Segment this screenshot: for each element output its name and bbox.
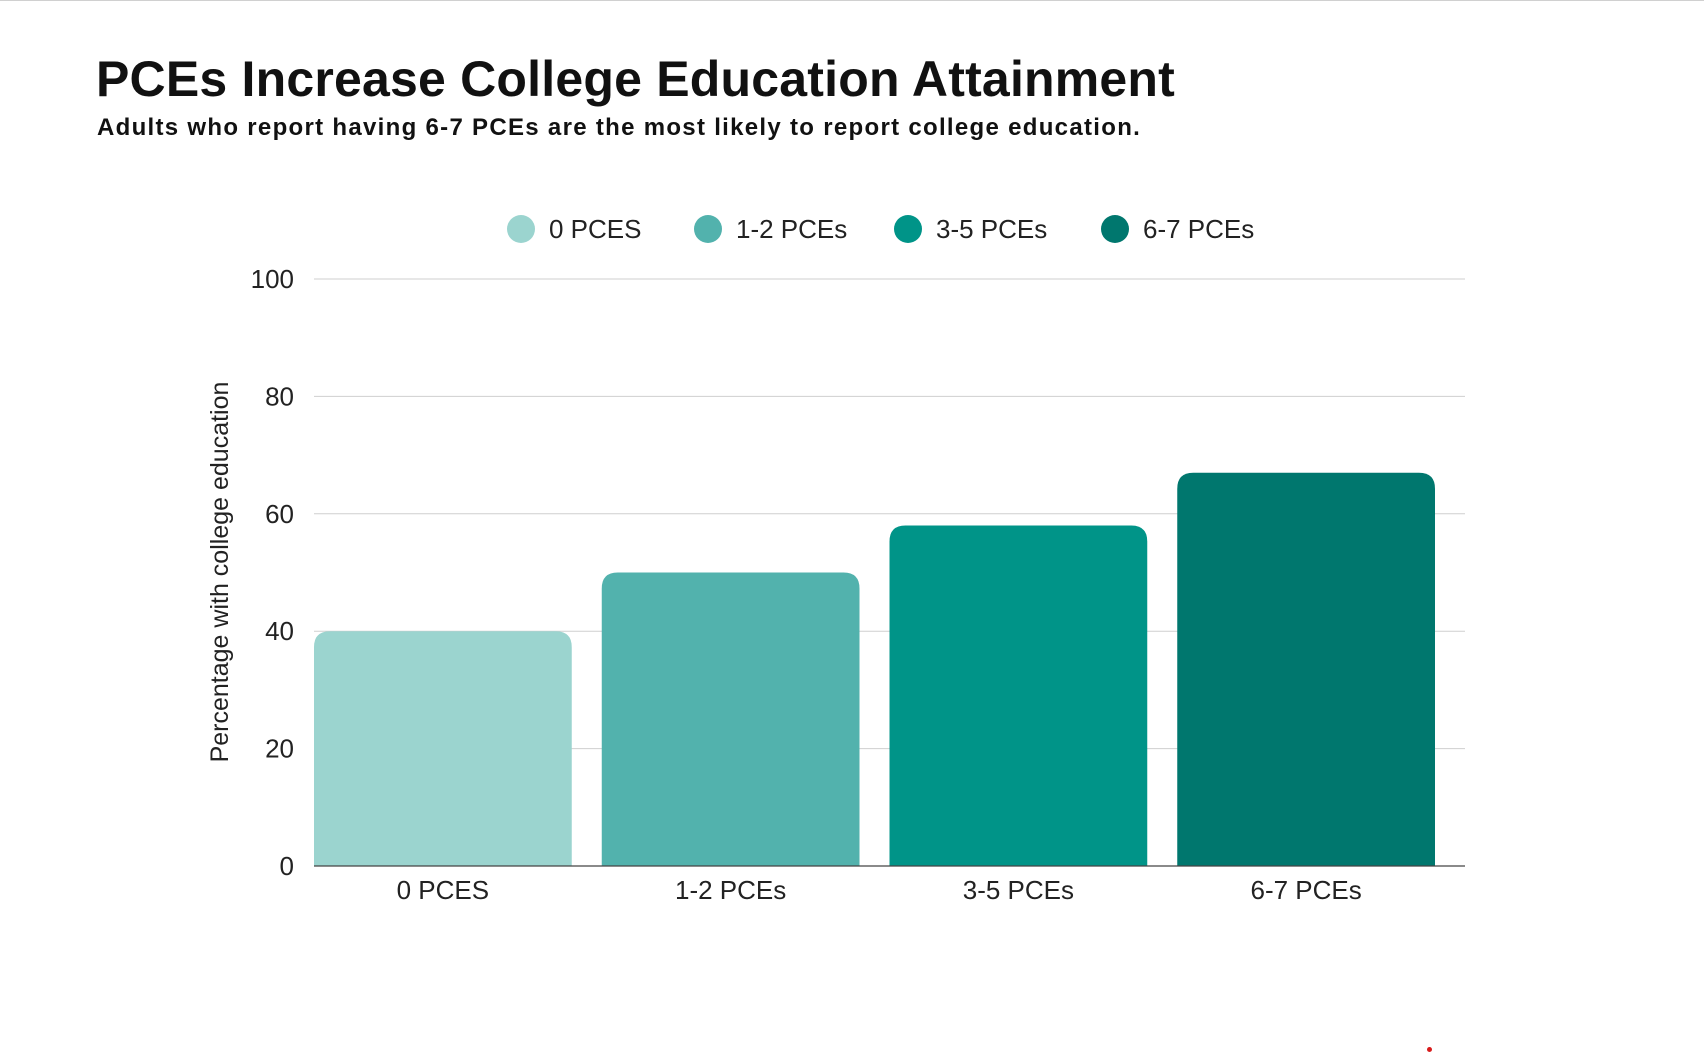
chart-title: PCEs Increase College Education Attainme… <box>96 51 1176 107</box>
legend-swatch <box>894 215 922 243</box>
y-tick-label: 80 <box>265 381 294 411</box>
bar-3-5-pces <box>889 525 1148 866</box>
x-category-label: 3-5 PCEs <box>963 875 1074 905</box>
y-tick-label: 0 <box>280 851 294 881</box>
legend-swatch <box>507 215 535 243</box>
red-dot-mark <box>1427 1047 1432 1052</box>
x-category-label: 0 PCES <box>397 875 490 905</box>
top-rule <box>0 0 1704 1</box>
bar-1-2-pces <box>601 572 860 866</box>
y-tick-label: 40 <box>265 616 294 646</box>
y-tick-label: 60 <box>265 499 294 529</box>
y-tick-label: 100 <box>251 264 294 294</box>
y-axis-ticks: 0 20 40 60 80 100 <box>251 264 294 881</box>
bars <box>314 472 1435 866</box>
bar-6-7-pces <box>1177 472 1435 866</box>
legend-label: 0 PCES <box>549 214 642 244</box>
legend-swatch <box>1101 215 1129 243</box>
legend-label: 1-2 PCEs <box>736 214 847 244</box>
legend: 0 PCES 1-2 PCEs 3-5 PCEs 6-7 PCEs <box>507 214 1254 244</box>
y-tick-label: 20 <box>265 734 294 764</box>
x-axis-categories: 0 PCES 1-2 PCEs 3-5 PCEs 6-7 PCEs <box>397 875 1362 905</box>
x-category-label: 6-7 PCEs <box>1250 875 1361 905</box>
legend-label: 6-7 PCEs <box>1143 214 1254 244</box>
chart-subtitle: Adults who report having 6-7 PCEs are th… <box>97 114 1142 141</box>
legend-label: 3-5 PCEs <box>936 214 1047 244</box>
bar-0-pces <box>314 631 572 866</box>
x-category-label: 1-2 PCEs <box>675 875 786 905</box>
legend-swatch <box>694 215 722 243</box>
y-axis-label: Percentage with college education <box>206 382 234 763</box>
